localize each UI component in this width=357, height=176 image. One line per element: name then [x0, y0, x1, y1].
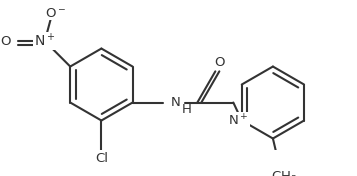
Text: CH$_3$: CH$_3$ — [271, 169, 297, 176]
Text: O: O — [214, 56, 225, 69]
Text: N$^+$: N$^+$ — [228, 113, 249, 128]
Text: O: O — [1, 35, 11, 48]
Text: N: N — [171, 96, 181, 109]
Text: N$^+$: N$^+$ — [34, 32, 56, 50]
Text: O$^-$: O$^-$ — [45, 7, 66, 20]
Text: H: H — [182, 103, 192, 116]
Text: Cl: Cl — [95, 152, 108, 165]
